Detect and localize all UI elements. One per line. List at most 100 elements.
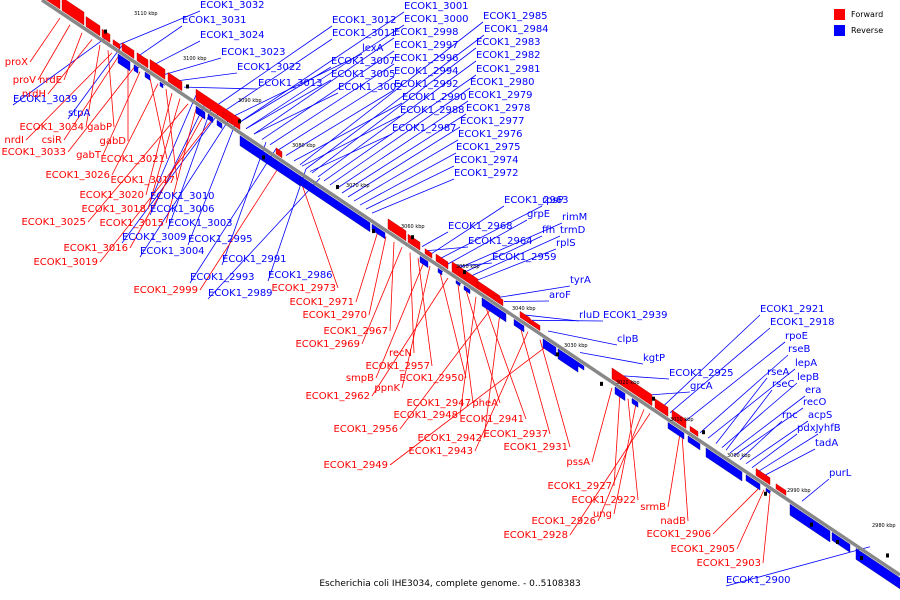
reverse-gene [144,71,151,81]
reverse-gene-label: rnc [782,410,798,421]
forward-gene [671,409,687,429]
forward-gene-label: ECOK1_2999 [133,285,198,296]
reverse-gene-label: rpsP [542,195,564,206]
reverse-gene-label: rplS [556,238,576,249]
reverse-gene-label: lexA [362,43,384,54]
forward-gene-label: proX [5,57,28,68]
reverse-gene-leader [699,354,789,434]
forward-gene-leader [483,312,501,439]
forward-gene-label: ECOK1_2931 [503,442,568,453]
reverse-gene-label: purL [829,468,852,479]
forward-gene-label: pheA [472,398,498,409]
forward-gene [755,468,771,486]
scale-tick-label: 3040 kbp [512,306,536,312]
reverse-gene-leader [293,102,403,162]
reverse-gene [419,255,429,268]
reverse-gene-label: grcA [690,381,713,392]
scale-tick-label: 3090 kbp [238,98,262,104]
reverse-gene-label: ECOK1_2998 [394,27,459,38]
forward-gene-leader [627,398,639,501]
forward-gene-leader [368,236,387,316]
forward-gene [529,318,541,332]
forward-gene-label: ECOK1_3034 [19,122,84,133]
reverse-gene-label: ECOK1_3010 [150,191,215,202]
scale-tick-label: 3110 kbp [134,11,158,17]
forward-gene-label: nrdH [22,89,46,100]
forward-gene [435,253,449,270]
forward-gene [136,52,149,69]
reverse-gene-label: ECOK1_3013 [258,78,323,89]
reverse-gene-label: ECOK1_2986 [268,270,333,281]
reverse-gene-label: ECOK1_2978 [466,103,531,114]
reverse-gene-leader [801,478,830,502]
reverse-gene-label: ECOK1_2992 [394,79,459,90]
reverse-gene-label: era [805,385,821,396]
forward-gene-label: ECOK1_3015 [99,218,164,229]
forward-gene-leader [483,302,527,420]
forward-gene-leader [149,78,168,160]
forward-gene-label: ECOK1_2905 [670,544,735,555]
map-caption: Escherichia coli IHE3034, complete genom… [319,579,581,589]
forward-gene-label: proV [13,75,36,86]
reverse-gene-leader [745,420,809,465]
label-leaders [12,10,871,587]
reverse-gene-leader [301,115,401,167]
reverse-gene-label: lepB [797,372,819,383]
noncoding-mark [702,430,705,435]
forward-swatch [834,8,845,20]
scale-tick-label: 3060 kbp [401,224,425,230]
reverse-gene-label: lepA [795,358,817,369]
forward-gene-label: ECOK1_2942 [417,433,482,444]
reverse-gene-label: ECOK1_3002 [338,82,403,93]
reverse-gene-label: ECOK1_3003 [168,218,233,229]
reverse-gene-leader [305,34,485,170]
reverse-gene-leader [547,330,618,346]
forward-gene [387,218,407,242]
forward-gene-leader [736,489,765,550]
reverse-gene-leader [213,25,333,108]
scale-tick-label: 3000 kbp [727,453,751,459]
reverse-gene-leader [503,300,550,302]
forward-gene-leader [102,71,141,156]
reverse-gene-leader [347,126,461,198]
reverse-gene-leader [299,21,484,166]
forward-gene-leader [519,326,551,435]
reverse-gene-label: stpA [68,108,90,119]
reverse-gene-leader [253,92,339,135]
forward-gene [689,425,699,437]
reverse-gene [557,348,579,373]
forward-gene-leader [389,241,395,332]
reverse-gene [765,487,772,495]
forward-gene-label: nadB [660,516,686,527]
reverse-gene-leader [467,235,561,278]
forward-gene-label: ECOK1_2956 [333,424,398,435]
forward-gene-leader [371,277,449,397]
reverse-gene-label: grpE [527,209,550,220]
forward-gene-leader [762,493,771,564]
forward-gene-leader [37,24,71,81]
forward-gene-label: ECOK1_3026 [45,170,110,181]
reverse-gene [239,135,301,187]
forward-gene-leader [613,393,621,487]
forward-gene-label: gabP [87,122,112,133]
reverse-gene-leader [447,219,528,265]
reverse-gene-label: ECOK1_3032 [200,0,265,11]
reverse-gene-leader [707,368,796,439]
reverse-gene-label: ECOK1_2993 [190,272,255,283]
reverse-gene-label: ECOK1_2974 [454,155,519,166]
forward-gene-leader [29,17,61,63]
forward-gene [112,39,121,50]
forward-gene-label: ECOK1_2941 [459,414,524,425]
legend-forward-label: Forward [851,9,884,19]
reverse-gene-leader [669,327,771,414]
reverse-gene-leader [725,546,871,587]
reverse-gene-leader [461,235,543,274]
legend-reverse: Reverse [834,22,894,38]
forward-gene-leader [87,103,189,223]
reverse-gene-label: ECOK1_3023 [221,47,286,58]
forward-gene-label: ECOK1_2906 [646,529,711,540]
reverse-gene-leader [167,105,213,230]
reverse-gene [117,53,131,72]
reverse-gene-leader [371,178,455,214]
reverse-gene [631,397,639,408]
